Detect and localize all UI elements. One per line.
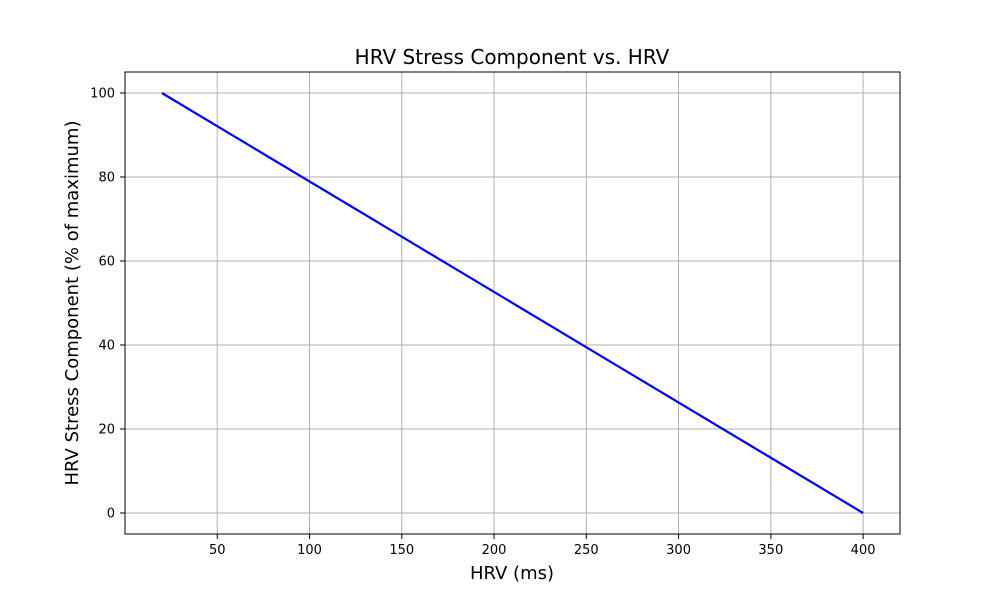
y-tick-label: 0 (107, 507, 115, 522)
y-tick-label: 100 (90, 87, 115, 102)
x-tick-label: 200 (482, 543, 507, 558)
x-tick-label: 50 (209, 543, 226, 558)
y-tick-label: 40 (98, 339, 115, 354)
x-axis-label: HRV (ms) (470, 563, 554, 584)
x-tick-label: 150 (389, 543, 414, 558)
y-tick-label: 80 (98, 171, 115, 186)
x-tick-label: 300 (666, 543, 691, 558)
y-tick-label: 20 (98, 423, 115, 438)
series-layer (161, 92, 864, 514)
x-tick-label: 100 (297, 543, 322, 558)
x-tick-label: 250 (574, 543, 599, 558)
y-axis-label: HRV Stress Component (% of maximum) (62, 121, 83, 486)
grid-lines (125, 72, 900, 534)
axis-ticks: 50 100 150 200 250 300 350 400 0 20 40 60 80 100 (90, 87, 875, 559)
plot-area-frame (124, 71, 901, 535)
series-line (161, 92, 864, 514)
chart-title: HRV Stress Component vs. HRV (355, 45, 670, 69)
x-tick-label: 350 (758, 543, 783, 558)
x-tick-label: 400 (851, 543, 876, 558)
y-tick-label: 60 (98, 255, 115, 270)
